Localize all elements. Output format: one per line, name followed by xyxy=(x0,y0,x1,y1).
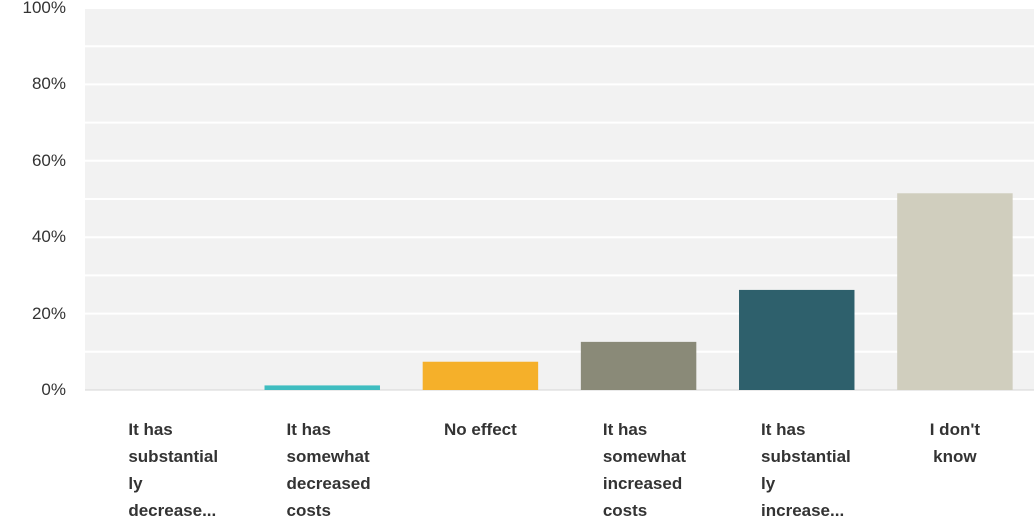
y-tick-label: 20% xyxy=(31,303,66,323)
bar xyxy=(739,289,855,390)
y-tick-label: 60% xyxy=(31,150,66,170)
bar xyxy=(580,341,697,390)
x-tick-label: I don't know xyxy=(929,420,981,466)
bar xyxy=(422,361,539,390)
y-tick-label: 40% xyxy=(31,227,66,247)
bar xyxy=(264,385,380,390)
x-tick-label: It has substantial ly increase... xyxy=(761,420,851,520)
y-tick-label: 100% xyxy=(22,0,66,17)
x-tick-label: It has somewhat increased costs xyxy=(602,420,686,520)
x-tick-label: It has somewhat decreased costs xyxy=(286,420,371,520)
y-tick-label: 80% xyxy=(31,74,66,94)
y-tick-label: 0% xyxy=(41,380,66,399)
bar xyxy=(897,193,1013,390)
x-tick-label: No effect xyxy=(444,420,517,439)
x-tick-label: It has substantial ly decrease... xyxy=(128,420,219,520)
